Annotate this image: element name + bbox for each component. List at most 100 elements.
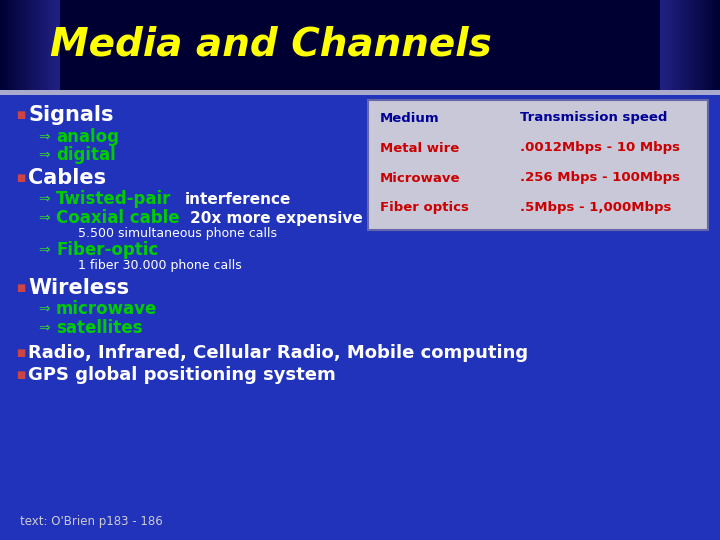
FancyBboxPatch shape	[0, 0, 720, 90]
Text: ■: ■	[16, 173, 25, 183]
Text: text: O'Brien p183 - 186: text: O'Brien p183 - 186	[20, 516, 163, 529]
Text: .0012Mbps - 10 Mbps: .0012Mbps - 10 Mbps	[520, 141, 680, 154]
FancyBboxPatch shape	[36, 0, 38, 90]
FancyBboxPatch shape	[6, 0, 8, 90]
Text: ■: ■	[16, 370, 25, 380]
FancyBboxPatch shape	[682, 0, 684, 90]
Text: Coaxial cable: Coaxial cable	[56, 209, 179, 227]
FancyBboxPatch shape	[694, 0, 696, 90]
Text: Medium: Medium	[380, 111, 440, 125]
FancyBboxPatch shape	[686, 0, 688, 90]
FancyBboxPatch shape	[688, 0, 690, 90]
FancyBboxPatch shape	[28, 0, 30, 90]
FancyBboxPatch shape	[18, 0, 20, 90]
FancyBboxPatch shape	[0, 90, 720, 95]
Text: ⇒: ⇒	[38, 148, 50, 162]
FancyBboxPatch shape	[700, 0, 702, 90]
Text: ■: ■	[16, 348, 25, 358]
FancyBboxPatch shape	[14, 0, 16, 90]
Text: ■: ■	[16, 283, 25, 293]
FancyBboxPatch shape	[26, 0, 28, 90]
FancyBboxPatch shape	[676, 0, 678, 90]
Text: .5Mbps - 1,000Mbps: .5Mbps - 1,000Mbps	[520, 201, 671, 214]
FancyBboxPatch shape	[56, 0, 58, 90]
FancyBboxPatch shape	[34, 0, 36, 90]
FancyBboxPatch shape	[8, 0, 10, 90]
FancyBboxPatch shape	[670, 0, 672, 90]
Text: interference: interference	[185, 192, 292, 206]
Text: Media and Channels: Media and Channels	[50, 26, 492, 64]
Text: Metal wire: Metal wire	[380, 141, 459, 154]
FancyBboxPatch shape	[48, 0, 50, 90]
FancyBboxPatch shape	[666, 0, 668, 90]
FancyBboxPatch shape	[674, 0, 676, 90]
FancyBboxPatch shape	[54, 0, 56, 90]
FancyBboxPatch shape	[38, 0, 40, 90]
FancyBboxPatch shape	[678, 0, 680, 90]
FancyBboxPatch shape	[662, 0, 664, 90]
FancyBboxPatch shape	[2, 0, 4, 90]
Text: 5.500 simultaneous phone calls: 5.500 simultaneous phone calls	[78, 227, 277, 240]
FancyBboxPatch shape	[702, 0, 704, 90]
FancyBboxPatch shape	[712, 0, 714, 90]
FancyBboxPatch shape	[22, 0, 24, 90]
Text: GPS global positioning system: GPS global positioning system	[28, 366, 336, 384]
FancyBboxPatch shape	[44, 0, 46, 90]
Text: Cables: Cables	[28, 168, 106, 188]
FancyBboxPatch shape	[696, 0, 698, 90]
Text: analog: analog	[56, 128, 119, 146]
Text: ■: ■	[16, 110, 25, 120]
Text: satellites: satellites	[56, 319, 143, 337]
Text: ⇒: ⇒	[38, 302, 50, 316]
FancyBboxPatch shape	[58, 0, 60, 90]
FancyBboxPatch shape	[718, 0, 720, 90]
FancyBboxPatch shape	[30, 0, 32, 90]
Text: Radio, Infrared, Cellular Radio, Mobile computing: Radio, Infrared, Cellular Radio, Mobile …	[28, 344, 528, 362]
FancyBboxPatch shape	[40, 0, 42, 90]
FancyBboxPatch shape	[42, 0, 44, 90]
FancyBboxPatch shape	[10, 0, 12, 90]
FancyBboxPatch shape	[12, 0, 14, 90]
Text: Fiber optics: Fiber optics	[380, 201, 469, 214]
Text: ⇒: ⇒	[38, 243, 50, 257]
FancyBboxPatch shape	[50, 0, 52, 90]
FancyBboxPatch shape	[32, 0, 34, 90]
FancyBboxPatch shape	[368, 100, 708, 230]
FancyBboxPatch shape	[0, 0, 2, 90]
FancyBboxPatch shape	[716, 0, 718, 90]
FancyBboxPatch shape	[706, 0, 708, 90]
Text: Signals: Signals	[28, 105, 114, 125]
FancyBboxPatch shape	[4, 0, 6, 90]
FancyBboxPatch shape	[16, 0, 18, 90]
FancyBboxPatch shape	[690, 0, 692, 90]
FancyBboxPatch shape	[664, 0, 666, 90]
Text: ⇒: ⇒	[38, 192, 50, 206]
FancyBboxPatch shape	[20, 0, 22, 90]
FancyBboxPatch shape	[660, 0, 662, 90]
Text: ⇒: ⇒	[38, 130, 50, 144]
FancyBboxPatch shape	[710, 0, 712, 90]
Text: microwave: microwave	[56, 300, 158, 318]
FancyBboxPatch shape	[714, 0, 716, 90]
FancyBboxPatch shape	[668, 0, 670, 90]
FancyBboxPatch shape	[24, 0, 26, 90]
Text: 20x more expensive: 20x more expensive	[190, 211, 363, 226]
Text: Fiber-optic: Fiber-optic	[56, 241, 158, 259]
FancyBboxPatch shape	[46, 0, 48, 90]
FancyBboxPatch shape	[52, 0, 54, 90]
FancyBboxPatch shape	[708, 0, 710, 90]
FancyBboxPatch shape	[692, 0, 694, 90]
Text: ⇒: ⇒	[38, 321, 50, 335]
Text: Twisted-pair: Twisted-pair	[56, 190, 171, 208]
FancyBboxPatch shape	[680, 0, 682, 90]
FancyBboxPatch shape	[704, 0, 706, 90]
Text: ⇒: ⇒	[38, 211, 50, 225]
Text: Microwave: Microwave	[380, 172, 461, 185]
Text: digital: digital	[56, 146, 116, 164]
Text: Transmission speed: Transmission speed	[520, 111, 667, 125]
FancyBboxPatch shape	[672, 0, 674, 90]
Text: .256 Mbps - 100Mbps: .256 Mbps - 100Mbps	[520, 172, 680, 185]
Text: 1 fiber 30.000 phone calls: 1 fiber 30.000 phone calls	[78, 260, 242, 273]
FancyBboxPatch shape	[684, 0, 686, 90]
Text: Wireless: Wireless	[28, 278, 129, 298]
